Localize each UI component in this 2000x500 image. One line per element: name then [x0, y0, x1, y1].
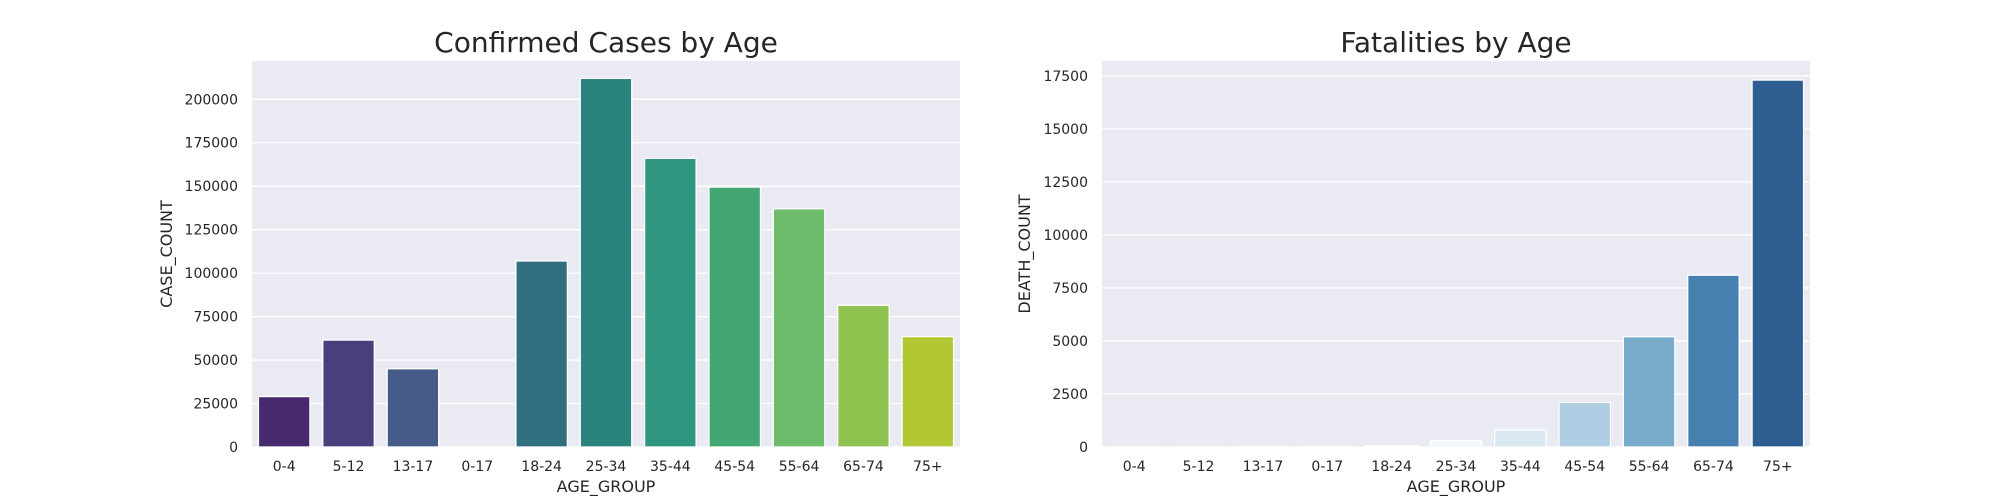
bar-5-12 [322, 339, 375, 448]
x-tick-label: 5-12 [333, 459, 365, 475]
y-tick-label: 50000 [193, 353, 238, 369]
x-axis-label: AGE_GROUP [1407, 477, 1506, 497]
y-tick-label: 175000 [185, 136, 238, 152]
y-tick-label: 15000 [1043, 122, 1088, 138]
x-tick-label: 45-54 [714, 459, 755, 475]
x-tick-label: 5-12 [1183, 459, 1215, 475]
bar-25-34 [579, 77, 633, 448]
x-tick-label: 35-44 [1500, 459, 1541, 475]
y-tick-label: 100000 [185, 266, 238, 282]
chart-title: Confirmed Cases by Age [434, 26, 778, 59]
x-tick-label: 45-54 [1564, 459, 1605, 475]
bar-55-64 [772, 208, 826, 448]
y-axis-label: DEATH_COUNT [1015, 194, 1035, 313]
bar-65-74 [837, 304, 890, 448]
y-tick-label: 75000 [193, 310, 238, 326]
x-tick-label: 18-24 [1371, 459, 1412, 475]
y-tick-label: 10000 [1043, 228, 1088, 244]
x-axis-label: AGE_GROUP [557, 477, 656, 497]
bar-18-24 [1365, 445, 1419, 448]
y-tick-label: 125000 [185, 223, 238, 239]
chart-title: Fatalities by Age [1340, 26, 1571, 59]
y-axis-label: CASE_COUNT [157, 200, 177, 308]
x-tick-label: 75+ [913, 459, 943, 475]
x-tick-label: 35-44 [650, 459, 691, 475]
y-tick-label: 12500 [1043, 175, 1088, 191]
x-tick-label: 0-4 [273, 459, 296, 475]
x-tick-label: 13-17 [393, 459, 434, 475]
bar-13-17 [386, 368, 440, 448]
y-tick-label: 17500 [1043, 69, 1088, 85]
y-tick-label: 0 [229, 440, 238, 456]
bar-35-44 [1493, 429, 1547, 448]
y-tick-label: 5000 [1052, 334, 1088, 350]
bar-75+ [1751, 79, 1805, 448]
x-tick-label: 18-24 [521, 459, 562, 475]
x-tick-label: 55-64 [1629, 459, 1670, 475]
bar-25-34 [1429, 439, 1483, 448]
x-tick-label: 0-17 [1311, 459, 1343, 475]
y-tick-label: 2500 [1052, 387, 1088, 403]
bar-45-54 [1558, 401, 1612, 448]
y-tick-label: 25000 [193, 397, 238, 413]
bar-45-54 [708, 186, 762, 448]
x-tick-label: 0-4 [1123, 459, 1146, 475]
bar-0-4 [257, 395, 311, 448]
bar-75+ [901, 335, 955, 448]
x-tick-label: 55-64 [779, 459, 820, 475]
x-tick-label: 65-74 [843, 459, 884, 475]
x-tick-label: 65-74 [1693, 459, 1734, 475]
x-tick-label: 25-34 [1436, 459, 1477, 475]
bar-55-64 [1622, 336, 1676, 448]
x-tick-label: 0-17 [461, 459, 493, 475]
y-tick-label: 7500 [1052, 281, 1088, 297]
y-tick-label: 150000 [185, 179, 238, 195]
bar-35-44 [643, 157, 697, 448]
x-tick-label: 13-17 [1243, 459, 1284, 475]
y-tick-label: 0 [1079, 440, 1088, 456]
chart-1: 0 25000 50000 75000 100000 125000 150000 175000… [157, 26, 960, 497]
x-tick-label: 25-34 [586, 459, 627, 475]
y-tick-label: 200000 [185, 92, 238, 108]
bar-65-74 [1687, 274, 1740, 448]
chart-2: 0 2500 5000 7500 10000 12500 15000 17500 0-4 5-12… [1015, 26, 1810, 497]
bar-18-24 [515, 260, 569, 448]
x-tick-label: 75+ [1763, 459, 1793, 475]
